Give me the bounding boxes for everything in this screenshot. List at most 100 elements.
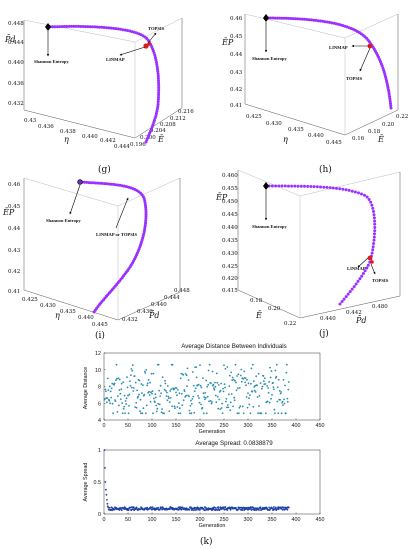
distance-point <box>229 409 232 411</box>
distance-ylabel: Average Distance <box>83 367 89 409</box>
distance-point <box>235 381 237 384</box>
distance-point <box>191 371 194 373</box>
distance-point <box>157 363 160 366</box>
distance-point <box>106 377 109 380</box>
distance-point <box>280 412 283 415</box>
pareto-point <box>157 93 161 97</box>
pareto-point <box>273 16 277 20</box>
distance-point <box>266 385 269 387</box>
pareto-point <box>358 277 362 281</box>
distance-point <box>195 376 198 379</box>
topsis-point <box>370 260 374 264</box>
distance-point <box>106 401 108 404</box>
pareto-point <box>361 272 365 275</box>
panel-g-box <box>23 17 183 139</box>
spread-point <box>180 508 183 511</box>
pareto-point <box>280 184 284 188</box>
tick-label: 0.5 <box>94 480 102 486</box>
pareto-point <box>81 25 85 28</box>
pareto-point <box>51 25 55 29</box>
panel-h-optima <box>263 14 373 49</box>
pareto-point <box>96 181 100 185</box>
distance-plot-frame <box>103 352 321 421</box>
distance-point <box>264 412 267 415</box>
spread-point <box>135 506 138 509</box>
pareto-point <box>298 17 302 21</box>
distance-point <box>274 412 276 415</box>
distance-point <box>245 384 248 387</box>
pareto-point <box>126 29 129 32</box>
pareto-point <box>388 97 392 101</box>
panel-g-x-label: η <box>64 135 69 144</box>
distance-point <box>136 389 139 392</box>
tick-label: 0.440 <box>82 134 98 140</box>
tick-label: 100 <box>148 423 157 429</box>
spread-point <box>104 481 107 483</box>
spread-title: Average Spread: 0.0838879 <box>195 440 273 447</box>
distance-point <box>135 406 138 409</box>
pareto-point <box>335 186 338 190</box>
pareto-point <box>88 25 92 29</box>
spread-point <box>178 508 180 511</box>
pareto-point <box>287 184 290 188</box>
distance-point <box>166 399 169 402</box>
panel-g-axis-labels: P̄d η Ē <box>4 35 164 144</box>
panel-h-annotations <box>264 22 371 72</box>
distance-point <box>285 371 288 374</box>
distance-point <box>279 392 282 395</box>
distance-point <box>203 396 206 398</box>
pareto-point <box>277 184 281 188</box>
pareto-point <box>369 200 373 204</box>
distance-point <box>246 379 248 381</box>
pareto-point <box>109 182 113 186</box>
spread-point <box>103 449 106 451</box>
distance-point <box>237 373 240 376</box>
panel-i-x-ticks: 0.425 0.430 0.435 0.440 0.445 <box>22 297 108 328</box>
distance-point <box>179 377 182 380</box>
distance-point <box>141 412 144 415</box>
distance-point <box>267 391 270 394</box>
pareto-point <box>156 69 160 73</box>
tick-label: 0.442 <box>100 138 116 144</box>
distance-point <box>261 385 264 388</box>
distance-point <box>262 380 265 382</box>
pareto-point <box>388 99 392 103</box>
distance-point <box>222 387 224 390</box>
distance-point <box>284 384 286 387</box>
distance-point <box>257 412 259 415</box>
pareto-point <box>350 287 354 291</box>
linmap-point <box>367 255 373 261</box>
pareto-point <box>319 185 322 189</box>
distance-point <box>132 390 135 392</box>
distance-point <box>115 363 118 366</box>
shannon-entropy-point <box>77 179 83 185</box>
pareto-point <box>114 183 117 187</box>
pareto-point <box>280 16 284 20</box>
pareto-point <box>91 181 95 185</box>
pareto-point <box>306 184 310 188</box>
panel-h-pareto-points <box>264 16 393 110</box>
pareto-point <box>344 295 348 299</box>
distance-point <box>140 383 143 385</box>
spread-point <box>235 507 237 509</box>
distance-point <box>204 392 207 394</box>
tick-label: 400 <box>292 517 301 523</box>
tick-label: 150 <box>172 517 181 523</box>
distance-point <box>218 398 221 401</box>
spread-point <box>108 506 111 509</box>
pareto-point <box>331 186 335 190</box>
distance-point <box>104 388 107 391</box>
tick-label: 200 <box>196 423 205 429</box>
spread-point <box>191 508 194 511</box>
panel-g: P̄d η Ē 0.448 0.444 0.440 0.436 0.432 0.… <box>4 17 194 175</box>
spread-point <box>113 508 116 511</box>
distance-point <box>211 401 213 403</box>
distance-point <box>281 400 284 403</box>
spread-point <box>247 508 249 511</box>
pareto-point <box>318 19 322 23</box>
distance-point <box>192 384 195 387</box>
panel-h-pareto-curve-path <box>266 18 391 108</box>
distance-point <box>161 376 164 379</box>
pareto-point <box>62 25 66 28</box>
distance-point <box>165 395 168 397</box>
